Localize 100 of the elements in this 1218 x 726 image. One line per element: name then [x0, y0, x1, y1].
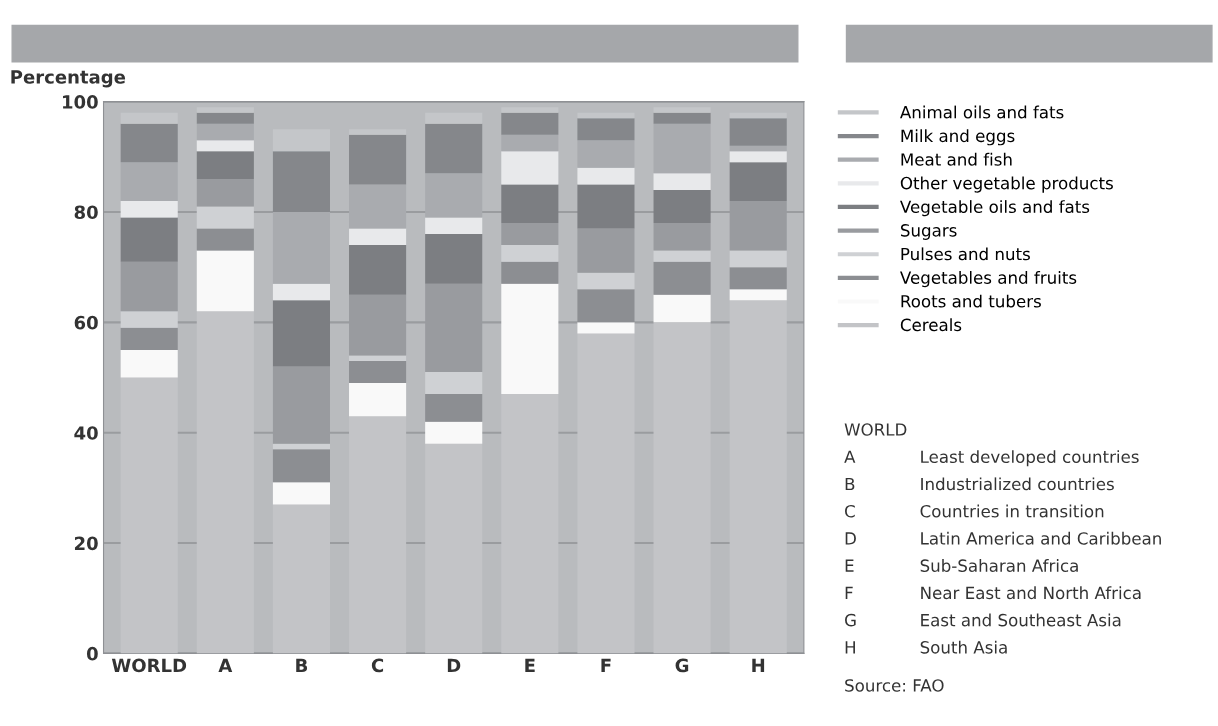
bar	[653, 261, 711, 295]
legend-label: Other vegetable products	[900, 176, 1113, 193]
bar	[577, 112, 635, 119]
bar	[196, 178, 254, 207]
bar	[729, 151, 787, 163]
legend-label: Vegetable oils and fats	[900, 200, 1090, 217]
text: D Latin America and Caribbean	[845, 531, 1161, 545]
text: G East and Southeast Asia	[845, 613, 1121, 627]
x-tick-label: B	[296, 658, 308, 672]
y-tick-label: 60	[74, 315, 98, 330]
bar	[653, 294, 711, 323]
bar	[196, 250, 254, 312]
bar	[577, 272, 635, 290]
legend-label: Meat and fish	[901, 152, 1012, 166]
bar	[501, 134, 559, 152]
bar	[577, 118, 635, 141]
bar	[729, 145, 787, 152]
text: E Sub-Saharan Africa	[845, 559, 1078, 572]
bar	[272, 449, 330, 483]
bar	[196, 123, 254, 141]
bar	[120, 311, 178, 328]
legend-label: Cereals	[900, 318, 962, 332]
bar	[501, 184, 559, 224]
bar	[120, 327, 178, 350]
legend-label: Pulses and nuts	[901, 247, 1030, 261]
bar	[653, 223, 711, 251]
bar	[425, 372, 483, 395]
bar	[349, 228, 407, 246]
bar	[272, 211, 330, 284]
bar	[729, 112, 787, 119]
bar	[349, 184, 407, 229]
bar	[501, 245, 559, 262]
bar	[653, 107, 711, 113]
bar	[501, 223, 559, 246]
bar	[501, 151, 559, 185]
text: B Industrialized countries	[845, 477, 1114, 491]
bar	[653, 112, 711, 124]
legend-label: Milk and eggs	[901, 129, 1015, 146]
y-tick-label: 100	[63, 95, 98, 109]
bar	[196, 228, 254, 251]
bar	[349, 129, 407, 135]
text: F Near East and North Africa	[845, 586, 1141, 600]
x-tick-label: D	[447, 658, 461, 672]
bar	[272, 151, 330, 212]
bar	[272, 283, 330, 301]
x-tick-label: H	[752, 658, 765, 672]
bar	[577, 289, 635, 323]
bar	[272, 300, 330, 367]
bar	[349, 245, 407, 295]
bar	[425, 112, 483, 124]
text: WORLD	[844, 423, 907, 436]
bar	[120, 200, 178, 218]
legend-label: Sugars	[900, 224, 957, 240]
bar	[120, 217, 178, 262]
legend-label: Animal oils and fats	[900, 105, 1064, 119]
legend-label: Vegetables and fruits	[900, 271, 1077, 288]
x-tick-label: E	[525, 658, 535, 672]
bar	[729, 267, 787, 290]
bar	[272, 129, 330, 152]
bar	[729, 289, 787, 301]
bar	[120, 112, 178, 124]
bar	[272, 482, 330, 505]
bar	[349, 360, 407, 384]
x-tick-label: A	[218, 658, 233, 672]
x-tick-label: G	[675, 658, 689, 673]
bar	[349, 383, 407, 417]
bar	[425, 234, 483, 284]
source-note: Source: FAO	[845, 679, 944, 692]
bar	[425, 123, 483, 174]
y-tick-label: 40	[74, 426, 98, 440]
bar	[196, 112, 254, 124]
bar	[653, 250, 711, 262]
bar	[653, 123, 711, 174]
bar	[501, 107, 559, 113]
bar	[501, 283, 559, 395]
text: H South Asia	[845, 640, 1007, 654]
bar	[729, 118, 787, 146]
y-tick-label: 80	[74, 205, 98, 220]
bar	[729, 250, 787, 268]
bar	[577, 322, 635, 334]
bar	[196, 140, 254, 152]
bar	[577, 184, 635, 229]
bar	[577, 228, 635, 273]
x-tick-label: C	[371, 658, 384, 673]
bar	[729, 162, 787, 201]
bar	[196, 206, 254, 229]
y-tick-label: 0	[86, 646, 98, 661]
bar	[653, 189, 711, 224]
bar	[196, 107, 254, 113]
bar	[120, 123, 178, 163]
bar	[120, 349, 178, 378]
bar	[272, 443, 330, 450]
bar	[501, 261, 559, 284]
text: A Least developed countries	[844, 450, 1139, 467]
y-axis-title: Percentage	[11, 70, 126, 88]
bar	[425, 217, 483, 235]
bar	[425, 173, 483, 218]
bar	[653, 173, 711, 190]
bar	[349, 134, 407, 185]
x-tick-label: WORLD	[111, 658, 187, 673]
